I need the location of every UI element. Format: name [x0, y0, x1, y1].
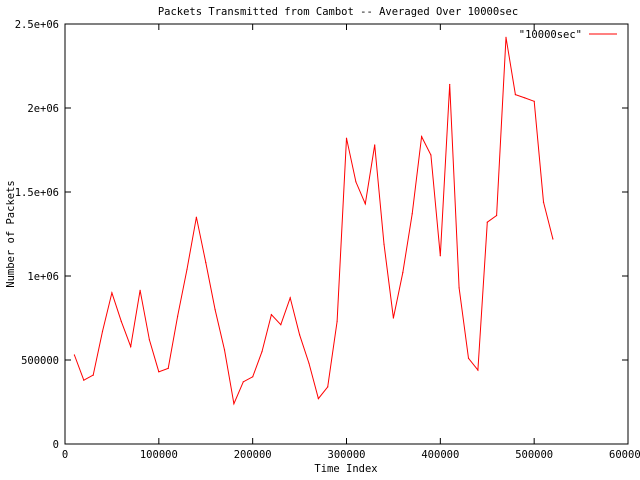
- data-point: [430, 154, 432, 156]
- y-tick-label: 2e+06: [27, 103, 59, 115]
- y-axis: 0 500000 1e+06 1.5e+06 2e+06 2.5e+06: [15, 19, 628, 451]
- data-point: [449, 83, 451, 86]
- data-point: [186, 268, 188, 270]
- data-point: [486, 221, 488, 223]
- data-point: [214, 309, 216, 311]
- data-point: [252, 376, 254, 378]
- y-tick-label: 1e+06: [27, 271, 59, 283]
- data-point: [327, 386, 329, 388]
- data-point: [177, 315, 179, 317]
- data-point: [336, 320, 338, 322]
- data-point: [317, 398, 319, 400]
- data-point: [299, 334, 301, 336]
- x-tick-label: 400000: [421, 449, 459, 461]
- chart-title: Packets Transmitted from Cambot -- Avera…: [158, 6, 518, 18]
- legend: "10000sec": [519, 29, 617, 41]
- data-point: [477, 369, 479, 371]
- data-point: [355, 181, 357, 183]
- data-point: [111, 292, 113, 294]
- data-point: [411, 213, 413, 215]
- plot-frame: [64, 23, 629, 445]
- data-point: [458, 287, 460, 289]
- data-point: [421, 136, 423, 138]
- data-point: [289, 297, 291, 299]
- x-tick-label: 500000: [515, 449, 553, 461]
- data-point: [148, 339, 150, 341]
- legend-label: "10000sec": [519, 29, 582, 41]
- data-point: [308, 362, 310, 364]
- x-axis-label: Time Index: [314, 463, 377, 475]
- x-tick-label: 100000: [140, 449, 178, 461]
- x-tick-label: 300000: [328, 449, 366, 461]
- data-point: [139, 289, 141, 291]
- data-point: [514, 94, 517, 96]
- data-point: [242, 381, 244, 383]
- y-tick-label: 2.5e+06: [15, 19, 59, 31]
- data-point: [467, 357, 470, 359]
- data-point: [130, 346, 132, 348]
- x-tick-label: 0: [62, 449, 68, 461]
- data-point: [233, 403, 235, 405]
- data-point: [364, 203, 366, 205]
- data-point: [270, 314, 272, 316]
- data-point: [374, 144, 376, 146]
- data-point: [92, 374, 94, 376]
- x-tick-label: 200000: [234, 449, 272, 461]
- y-tick-label: 0: [53, 439, 59, 451]
- data-point: [167, 367, 169, 369]
- data-point: [83, 379, 85, 381]
- data-point: [120, 320, 122, 322]
- data-point: [524, 97, 526, 99]
- data-point: [552, 238, 554, 240]
- data-point: [496, 214, 498, 217]
- data-point: [73, 354, 75, 356]
- data-point: [533, 100, 535, 102]
- data-point: [280, 324, 282, 326]
- data-point: [158, 371, 160, 373]
- data-point: [223, 349, 226, 351]
- data-point: [383, 243, 385, 245]
- data-point: [101, 330, 104, 332]
- y-axis-label: Number of Packets: [5, 180, 17, 287]
- series-line: [73, 37, 554, 406]
- data-point: [439, 255, 441, 257]
- data-point: [505, 36, 507, 39]
- data-point: [345, 137, 348, 139]
- y-tick-label: 1.5e+06: [15, 187, 59, 199]
- data-point: [205, 262, 207, 264]
- data-point: [195, 216, 197, 218]
- data-point: [392, 317, 394, 319]
- data-point: [261, 351, 263, 353]
- data-point: [542, 201, 545, 203]
- series-layer: [73, 36, 554, 406]
- y-tick-label: 500000: [21, 355, 59, 367]
- data-point: [402, 272, 404, 274]
